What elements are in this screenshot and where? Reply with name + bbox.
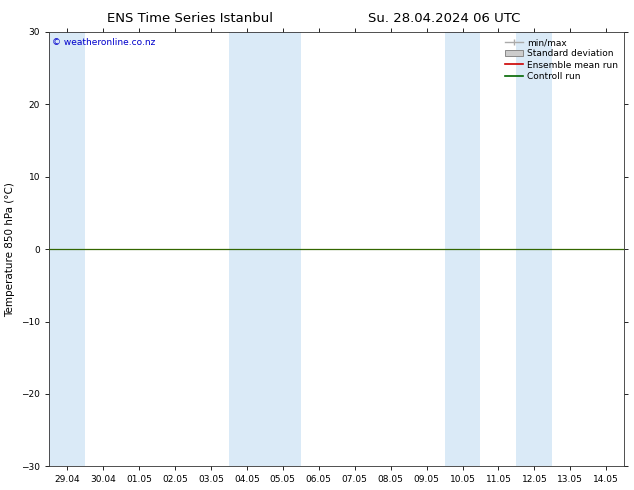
Legend: min/max, Standard deviation, Ensemble mean run, Controll run: min/max, Standard deviation, Ensemble me…	[503, 36, 620, 83]
Bar	[229, 32, 265, 466]
Text: © weatheronline.co.nz: © weatheronline.co.nz	[52, 38, 155, 48]
Text: ENS Time Series Istanbul: ENS Time Series Istanbul	[107, 12, 273, 25]
Bar	[265, 32, 301, 466]
Text: Su. 28.04.2024 06 UTC: Su. 28.04.2024 06 UTC	[368, 12, 520, 25]
Bar	[444, 32, 481, 466]
Bar	[49, 32, 85, 466]
Bar	[517, 32, 552, 466]
Y-axis label: Temperature 850 hPa (°C): Temperature 850 hPa (°C)	[6, 182, 16, 317]
